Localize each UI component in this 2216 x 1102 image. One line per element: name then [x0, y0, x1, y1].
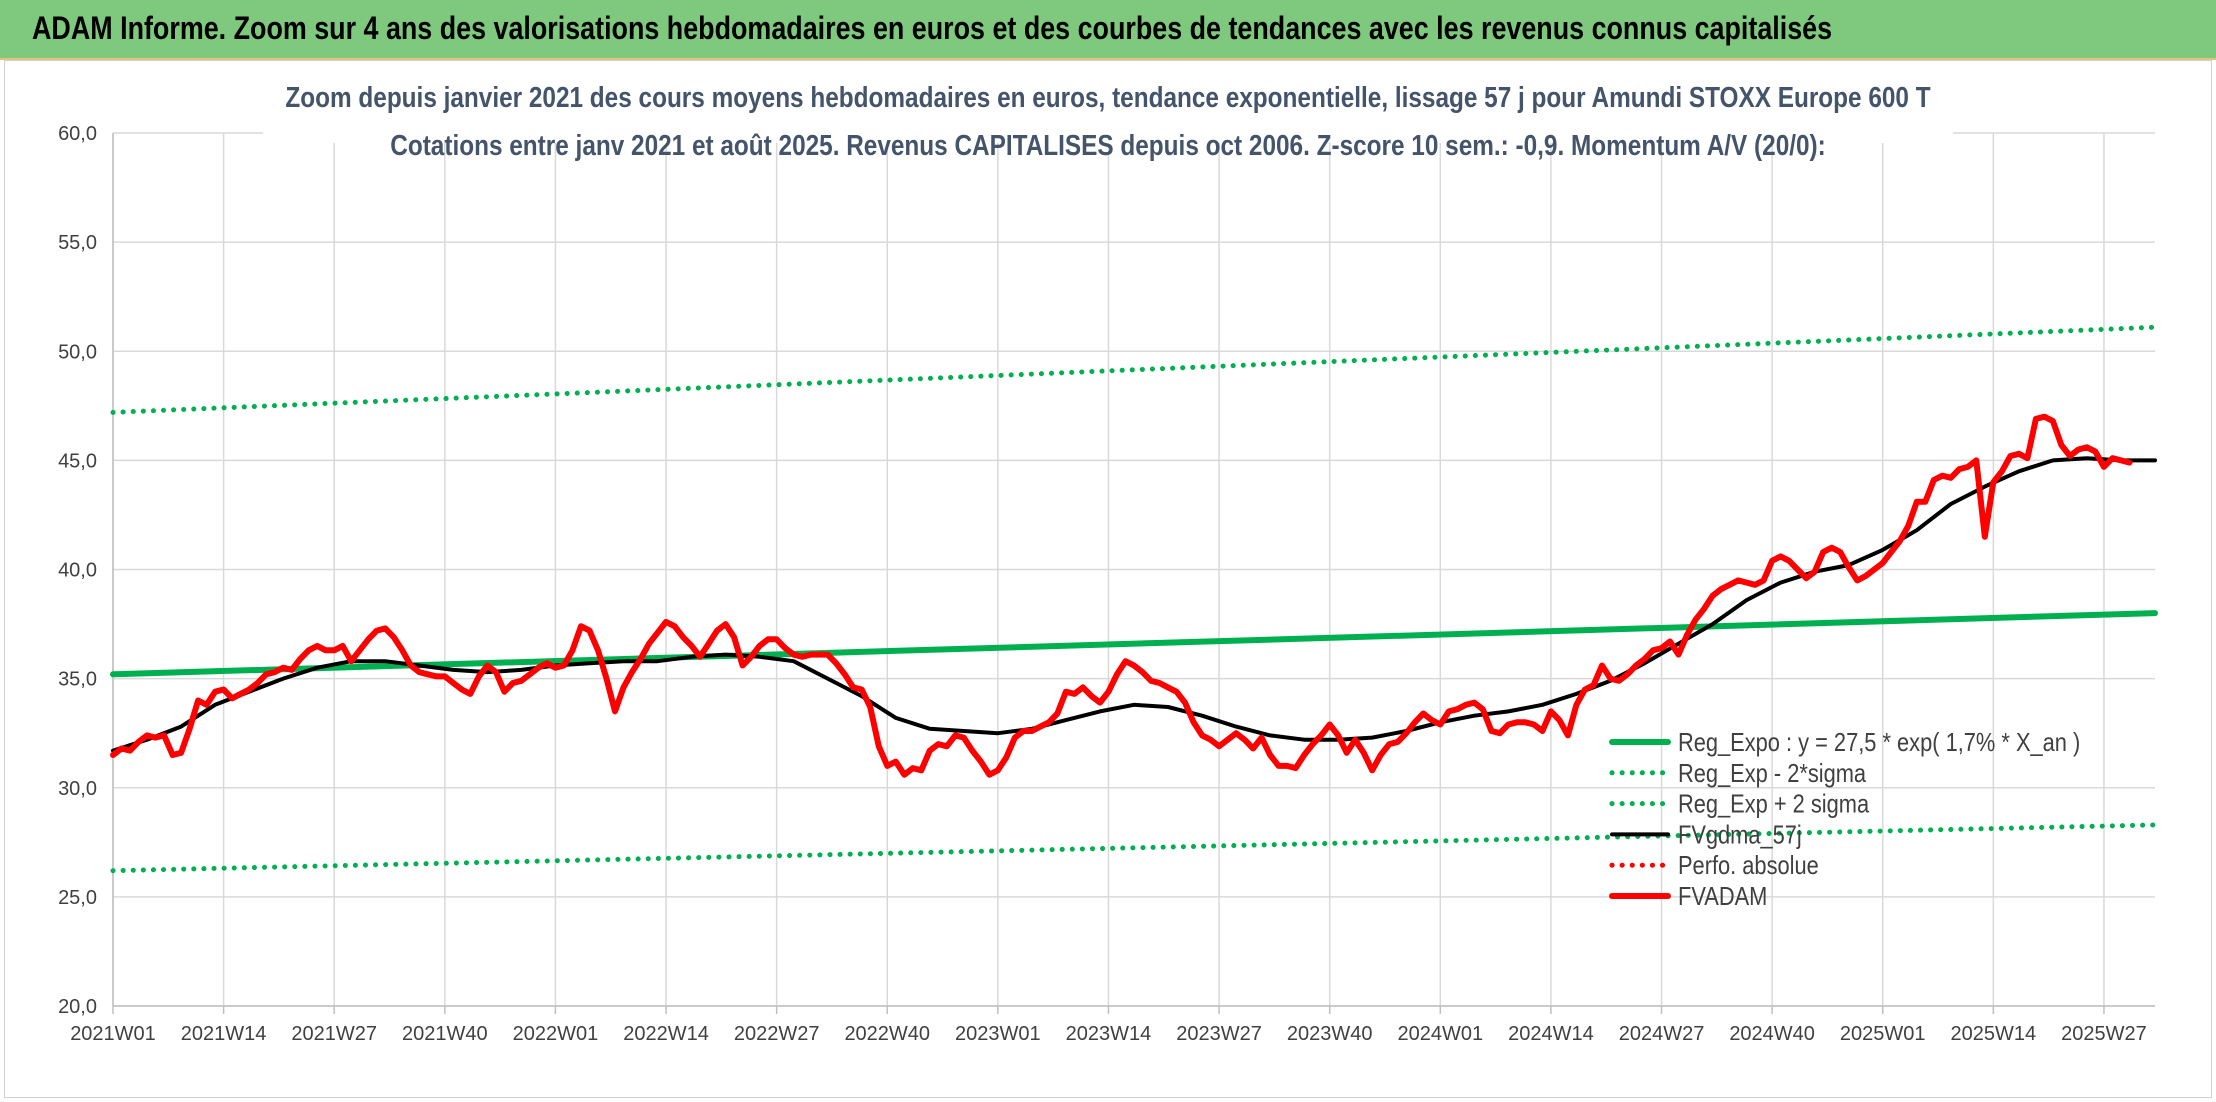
chart-frame: 20,0 25,0 30,0 35,0 40,0 45,0 50,0 55,0 60,0 202… — [4, 60, 2212, 1098]
chart-title: Zoom depuis janvier 2021 des cours moyen… — [285, 81, 1931, 113]
x-tick-label: 2024W40 — [1729, 1023, 1815, 1045]
x-axis: 2021W01 2021W14 2021W27 2021W40 2022W01 2022W… — [70, 1005, 2155, 1045]
chart-series — [110, 324, 2158, 874]
y-tick-label: 60,0 — [58, 123, 97, 145]
x-tick-label: 2025W27 — [2061, 1023, 2147, 1045]
x-tick-label: 2022W14 — [623, 1023, 709, 1045]
report-title: ADAM Informe. Zoom sur 4 ans des valoris… — [32, 10, 1833, 46]
x-tick-label: 2021W40 — [402, 1023, 488, 1045]
x-tick-label: 2021W01 — [70, 1023, 156, 1045]
y-tick-label: 55,0 — [58, 232, 97, 254]
x-tick-label: 2023W01 — [955, 1023, 1041, 1045]
legend-label: FVgdma_57j — [1678, 821, 1802, 850]
x-tick-label: 2024W01 — [1397, 1023, 1483, 1045]
chart-titles: Zoom depuis janvier 2021 des cours moyen… — [263, 63, 1953, 161]
series-line-fvgdma-57j — [111, 456, 2157, 753]
x-tick-label: 2023W14 — [1066, 1023, 1152, 1045]
series-line-reg-exp-2-sigma — [110, 822, 2158, 874]
y-tick-label: 20,0 — [58, 996, 97, 1018]
legend-label: Reg_Exp - 2*sigma — [1678, 759, 1867, 788]
x-tick-label: 2025W01 — [1840, 1023, 1926, 1045]
x-tick-label: 2021W27 — [291, 1023, 377, 1045]
y-tick-label: 35,0 — [58, 669, 97, 691]
x-tick-label: 2022W40 — [844, 1023, 930, 1045]
x-tick-label: 2021W14 — [181, 1023, 267, 1045]
legend-label: Reg_Expo : y = 27,5 * exp( 1,7% * X_an ) — [1678, 728, 2080, 757]
x-tick-label: 2022W01 — [513, 1023, 599, 1045]
legend-label: Perfo. absolue — [1678, 851, 1819, 880]
x-tick-label: 2025W14 — [1951, 1023, 2037, 1045]
chart-subtitle: Cotations entre janv 2021 et août 2025. … — [390, 129, 1826, 161]
line-chart: 20,0 25,0 30,0 35,0 40,0 45,0 50,0 55,0 60,0 202… — [58, 63, 2158, 1045]
legend-label: FVADAM — [1678, 882, 1767, 911]
y-tick-label: 45,0 — [58, 450, 97, 472]
x-tick-label: 2024W27 — [1619, 1023, 1705, 1045]
y-tick-label: 25,0 — [58, 887, 97, 909]
y-tick-label: 50,0 — [58, 341, 97, 363]
series-line-reg-exp-2-sigma — [110, 324, 2158, 415]
title-background — [263, 63, 1953, 143]
report-banner: ADAM Informe. Zoom sur 4 ans des valoris… — [0, 0, 2216, 60]
chart-legend: Reg_Expo : y = 27,5 * exp( 1,7% * X_an )… — [1609, 728, 2080, 911]
legend-label: Reg_Exp + 2 sigma — [1678, 790, 1870, 819]
y-axis: 20,0 25,0 30,0 35,0 40,0 45,0 50,0 55,0 60,0 — [58, 123, 114, 1018]
series-line-fvadam — [110, 413, 2133, 778]
series-line-reg-expo-y-27-5-exp-1-7-x-an — [110, 610, 2158, 678]
x-tick-label: 2023W27 — [1176, 1023, 1262, 1045]
x-tick-label: 2024W14 — [1508, 1023, 1594, 1045]
y-tick-label: 40,0 — [58, 560, 97, 582]
x-tick-label: 2022W27 — [734, 1023, 820, 1045]
x-tick-label: 2023W40 — [1287, 1023, 1373, 1045]
y-tick-label: 30,0 — [58, 778, 97, 800]
